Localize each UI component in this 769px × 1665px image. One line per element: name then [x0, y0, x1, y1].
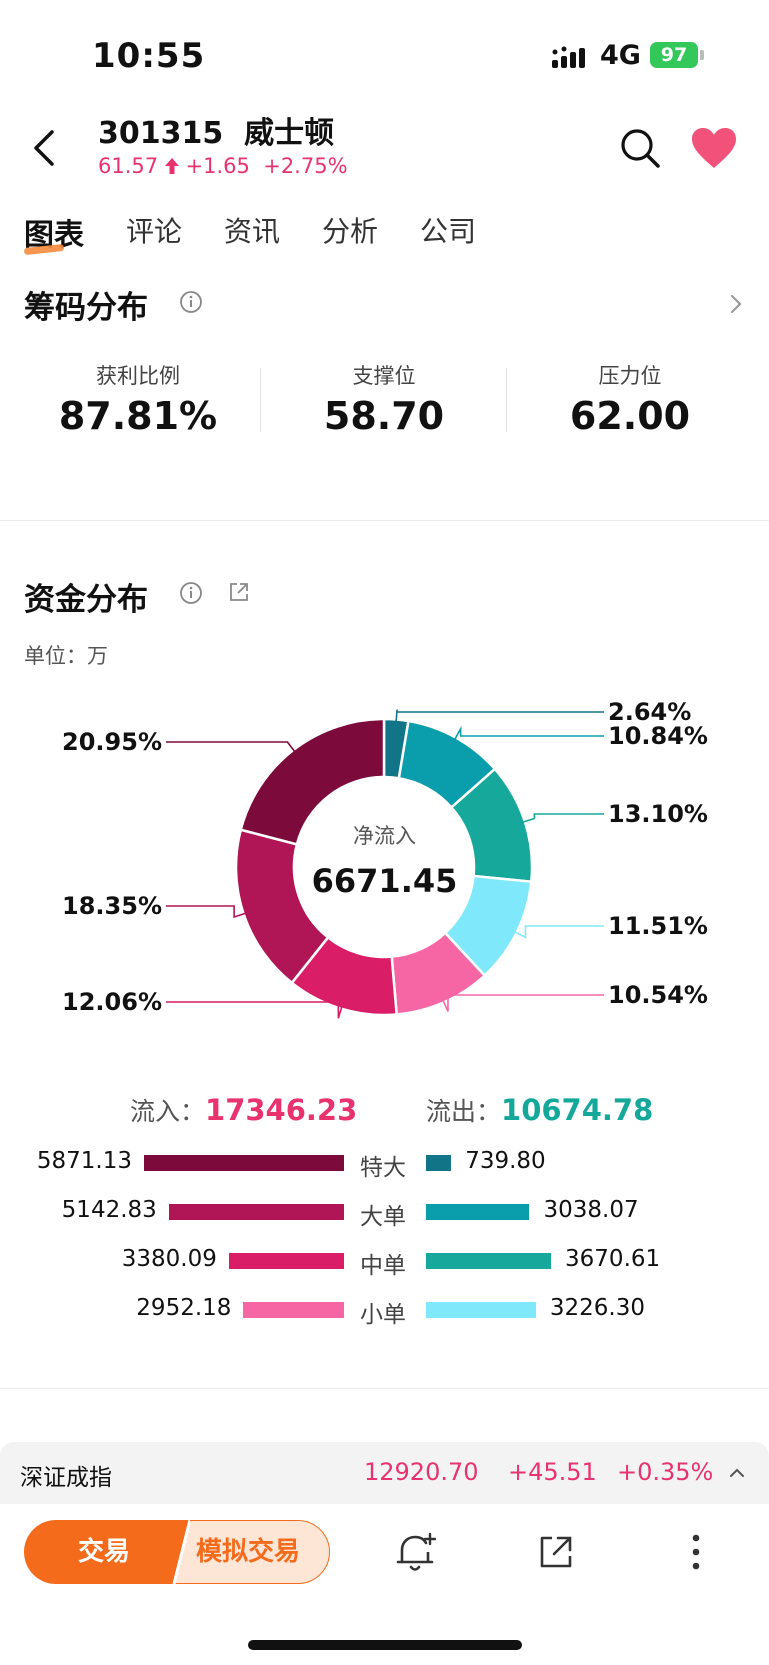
outflow-amount: 3670.61 — [565, 1246, 661, 1272]
donut-slice-label: 12.06% — [62, 988, 162, 1016]
status-time: 10:55 — [92, 36, 206, 76]
outflow-amount: 739.80 — [465, 1148, 546, 1174]
funds-donut-chart: 2.64%10.84% 13.10% 11.51% 10.54% 12.06% 18.35… — [62, 698, 708, 1019]
button-slant-divider — [150, 1520, 190, 1584]
donut-slice-label: 13.10% — [608, 800, 708, 828]
donut-leader-line — [395, 709, 604, 724]
outflow-value: 10674.78 — [501, 1093, 654, 1127]
inflow-bar — [243, 1302, 344, 1318]
section-separator — [0, 520, 769, 521]
stock-code: 301315 — [98, 116, 224, 151]
net-inflow-value: 6671.45 — [311, 862, 458, 900]
more-options-icon[interactable] — [690, 1532, 702, 1572]
signal-icon — [552, 46, 585, 68]
network-type: 4G — [600, 40, 641, 71]
home-indicator — [248, 1640, 522, 1650]
tab-comments[interactable]: 评论 — [126, 215, 183, 248]
sim-trade-button[interactable]: 模拟交易 — [166, 1520, 330, 1584]
inflow-value: 17346.23 — [205, 1093, 358, 1127]
outflow-label: 流出： — [426, 1097, 502, 1126]
donut-leader-line — [166, 1001, 344, 1019]
outflow-bar — [426, 1253, 552, 1269]
flow-category: 中单 — [360, 1253, 406, 1279]
profit-ratio-value: 87.81% — [58, 394, 218, 438]
donut-slice-label: 10.54% — [608, 981, 708, 1009]
trade-button[interactable]: 交易 — [24, 1520, 184, 1584]
chevron-up-icon[interactable] — [728, 1466, 746, 1480]
outflow-amount: 3038.07 — [543, 1197, 639, 1223]
outflow-summary: 流出：10674.78 — [426, 1092, 653, 1128]
battery-tip — [700, 50, 704, 60]
stock-change-pct: +2.75% — [263, 154, 348, 178]
battery-indicator: 97 — [650, 42, 698, 68]
tab-news[interactable]: 资讯 — [224, 215, 281, 248]
net-inflow-label: 净流入 — [353, 824, 416, 848]
support-value: 58.70 — [323, 394, 445, 438]
chevron-right-icon[interactable] — [728, 292, 744, 316]
donut-leader-line — [512, 925, 604, 939]
donut-leader-line — [166, 741, 297, 754]
unit-label: 单位：万 — [24, 644, 108, 668]
outflow-amount: 3226.30 — [549, 1295, 646, 1321]
tab-analysis[interactable]: 分析 — [322, 215, 379, 248]
funds-title: 资金分布 — [24, 582, 148, 618]
donut-leader-line — [441, 994, 604, 1012]
tab-company[interactable]: 公司 — [420, 215, 477, 248]
outflow-bar — [426, 1155, 452, 1171]
support-label: 支撑位 — [352, 364, 416, 388]
inflow-label: 流入： — [130, 1097, 206, 1126]
stock-price-line: 61.57 +1.65 +2.75% — [98, 154, 348, 178]
favorite-heart-icon[interactable] — [690, 126, 738, 170]
share-icon[interactable] — [536, 1530, 578, 1572]
index-ticker-bar[interactable] — [0, 1442, 769, 1504]
donut-slice — [239, 717, 386, 846]
stat-divider — [506, 368, 507, 432]
share-icon[interactable] — [227, 580, 251, 604]
flow-category: 特大 — [360, 1155, 406, 1181]
donut-slice-label: 2.64% — [608, 698, 691, 726]
donut-leader-line — [166, 905, 248, 919]
index-value: 12920.70 — [364, 1458, 479, 1486]
info-icon[interactable] — [179, 581, 203, 605]
inflow-amount: 5142.83 — [61, 1197, 157, 1223]
back-arrow-icon[interactable] — [24, 126, 68, 170]
donut-slice-label: 11.51% — [608, 912, 708, 940]
outflow-bar — [426, 1204, 530, 1220]
stock-price: 61.57 — [98, 154, 159, 178]
inflow-bar — [144, 1155, 344, 1171]
inflow-bar — [168, 1204, 344, 1220]
outflow-bar — [426, 1302, 536, 1318]
inflow-amount: 5871.13 — [36, 1148, 132, 1174]
donut-slice-label: 18.35% — [62, 892, 162, 920]
stock-change: +1.65 — [185, 154, 250, 178]
pressure-value: 62.00 — [569, 394, 691, 438]
index-name: 深证成指 — [20, 1465, 112, 1491]
pressure-label: 压力位 — [598, 364, 662, 388]
section-separator — [0, 1388, 769, 1389]
index-change: +45.51 — [508, 1458, 597, 1486]
chips-title: 筹码分布 — [24, 290, 148, 326]
donut-leader-line — [520, 813, 604, 824]
inflow-summary: 流入：17346.23 — [130, 1092, 357, 1128]
flow-category: 大单 — [360, 1204, 406, 1230]
index-change-pct: +0.35% — [617, 1458, 714, 1486]
stock-name: 威士顿 — [244, 116, 335, 151]
info-icon[interactable] — [179, 290, 203, 314]
flow-category: 小单 — [360, 1302, 406, 1328]
inflow-amount: 2952.18 — [136, 1295, 232, 1321]
inflow-amount: 3380.09 — [121, 1246, 217, 1272]
search-icon[interactable] — [618, 126, 662, 170]
up-arrow-icon — [164, 158, 179, 174]
tab-bar: 图表 评论 资讯 分析 公司 — [24, 210, 518, 260]
alert-bell-icon[interactable] — [394, 1530, 436, 1574]
stock-title: 301315 威士顿 — [98, 108, 334, 152]
donut-slice-label: 10.84% — [608, 722, 708, 750]
stat-divider — [260, 368, 261, 432]
profit-ratio-label: 获利比例 — [96, 364, 180, 388]
donut-leader-line — [453, 725, 604, 742]
donut-slice-label: 20.95% — [62, 728, 162, 756]
inflow-bar — [228, 1253, 344, 1269]
